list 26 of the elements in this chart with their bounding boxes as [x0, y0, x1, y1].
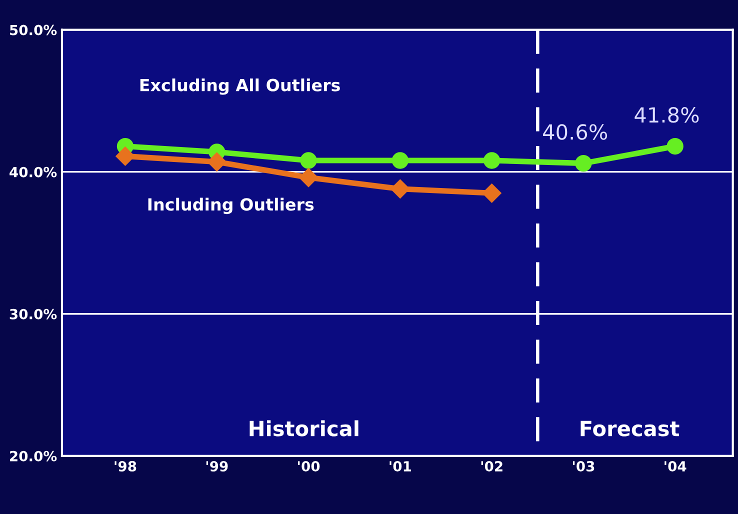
data-label: 41.8% [634, 107, 699, 123]
y-tick-label: 30.0% [10, 308, 57, 320]
x-tick-label: '01 [390, 461, 411, 472]
y-tick-label: 40.0% [10, 166, 57, 178]
annotation: Forecast [580, 420, 680, 436]
series-label: Including Outliers [148, 198, 314, 214]
point [116, 146, 135, 166]
point [483, 152, 500, 169]
point [207, 152, 226, 172]
point [392, 152, 408, 169]
point [298, 168, 318, 188]
x-tick-label: '99 [206, 461, 228, 472]
point [300, 152, 317, 169]
x-tick-label: '04 [664, 461, 686, 472]
x-tick-label: '02 [481, 461, 502, 472]
point [575, 154, 592, 172]
annotation: Historical [250, 420, 358, 436]
y-tick-label: 20.0% [10, 450, 57, 462]
text: Excluding All Outliers [140, 78, 340, 95]
x-tick-label: '00 [298, 461, 320, 472]
point [482, 184, 502, 203]
y-tick-label: 50.0% [10, 24, 57, 36]
x-tick-label: '98 [114, 461, 136, 472]
data-label: 40.6% [543, 124, 608, 140]
x-tick-label: '03 [572, 461, 594, 472]
point [666, 138, 684, 155]
